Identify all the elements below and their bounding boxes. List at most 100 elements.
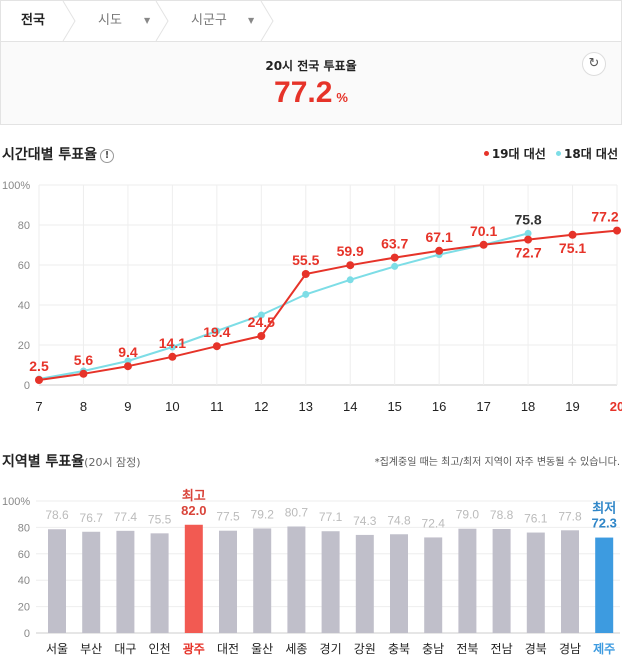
info-icon[interactable]: ! (100, 149, 115, 163)
bar-경북 (526, 532, 545, 633)
region-section-title: 지역별 투표율(20시 잠정) (2, 451, 141, 471)
bar-세종 (287, 526, 306, 633)
bar-value-label: 77.5 (216, 510, 240, 524)
bar-value-label: 76.7 (80, 511, 104, 525)
bar-value-label: 82.0 (181, 503, 206, 518)
x-tick-label: 18 (521, 399, 535, 414)
x-tick-label: 17 (476, 399, 490, 414)
bar-value-label: 74.8 (387, 513, 411, 527)
legend-dot-18 (556, 151, 561, 156)
bar-value-label: 72.3 (592, 516, 617, 531)
bar-강원 (355, 534, 374, 633)
y-tick-label: 20 (18, 340, 30, 352)
bar-대구 (116, 530, 135, 633)
data-point (257, 332, 266, 340)
x-tick-label: 충남 (422, 642, 444, 656)
data-point (213, 327, 221, 335)
bar-제주 (595, 537, 614, 633)
x-tick-label: 서울 (46, 642, 68, 656)
x-tick-label: 충북 (388, 642, 410, 656)
y-tick-label: 0 (24, 628, 30, 640)
data-label: 59.9 (337, 243, 364, 259)
data-label: 67.1 (426, 229, 453, 245)
data-label: 14.1 (159, 335, 186, 351)
bar-value-label: 72.4 (422, 516, 446, 530)
legend-19: 19대 대선 (491, 147, 546, 161)
y-tick-label: 100% (2, 180, 30, 192)
time-title-text: 시간대별 투표율 (2, 147, 98, 163)
tab-district-label: 시군구 (191, 13, 227, 28)
data-point (346, 276, 354, 284)
bar-value-label: 74.3 (353, 514, 377, 528)
bar-광주 (184, 524, 203, 633)
data-point (613, 226, 621, 235)
bar-부산 (82, 531, 101, 633)
y-tick-label: 40 (18, 300, 30, 312)
data-point (168, 352, 177, 361)
data-point (302, 290, 310, 298)
region-turnout-chart: 0 20 40 60 80 100% 78.6 서울 76.7 부산 77.4 대구 75.5 인천 82.… (2, 488, 620, 656)
x-tick-label: 13 (299, 399, 313, 414)
hourly-turnout-chart: 0 20 40 60 80 100% 7 8 9 10 11 12 13 14 15 16 17 18 19 20 2.… (2, 180, 622, 414)
y-tick-label: 100% (2, 496, 30, 508)
tab-province[interactable]: 시도 ▼ (98, 1, 150, 41)
x-tick-label: 9 (124, 399, 131, 414)
region-subtitle: (20시 잠정) (84, 456, 141, 469)
x-tick-label: 강원 (354, 642, 376, 656)
y-tick-label: 60 (18, 260, 30, 272)
tab-nationwide[interactable]: 전국 (21, 13, 45, 28)
x-tick-label: 전북 (456, 642, 478, 656)
legend-dot-19 (483, 151, 489, 156)
time-section-title: 시간대별 투표율! (2, 144, 115, 164)
x-tick-label: 7 (35, 399, 42, 414)
caret-down-icon: ▼ (144, 16, 151, 25)
y-tick-label: 20 (18, 602, 30, 614)
bar-울산 (253, 528, 272, 633)
bar-value-label: 76.1 (524, 512, 548, 526)
data-point (79, 369, 88, 378)
region-note: *집계중일 때는 최고/최저 지역이 자주 변동될 수 있습니다. (374, 457, 620, 468)
legend: 19대 대선 18대 대선 (478, 145, 618, 162)
x-tick-label: 제주 (593, 642, 615, 656)
bar-value-label: 77.1 (319, 510, 343, 524)
y-tick-label: 60 (18, 549, 30, 561)
y-tick-label: 80 (18, 220, 30, 232)
data-point (390, 253, 399, 262)
data-point (568, 230, 577, 239)
data-point (524, 229, 532, 237)
series-line-0 (38, 229, 618, 381)
legend-18: 18대 대선 (564, 147, 618, 161)
data-label: 5.6 (74, 352, 94, 368)
y-tick-label: 0 (24, 380, 30, 392)
bar-서울 (48, 529, 66, 633)
data-label: 77.2 (591, 209, 618, 225)
data-point (257, 311, 265, 319)
data-point (435, 246, 444, 255)
bar-value-label: 77.8 (558, 509, 582, 523)
data-label: 70.1 (470, 223, 497, 239)
bar-경기 (321, 531, 340, 633)
data-point (168, 343, 176, 351)
data-label: 72.7 (514, 245, 541, 261)
bar-value-label: 79.2 (251, 507, 275, 521)
data-label-18: 75.8 (514, 211, 541, 227)
summary-value: 77.2% (1, 76, 621, 110)
x-tick-label: 세종 (285, 642, 307, 656)
tab-province-label: 시도 (98, 13, 122, 28)
bar-전북 (458, 528, 477, 633)
x-tick-label: 16 (432, 399, 446, 414)
data-point (479, 240, 488, 249)
bar-대전 (219, 530, 237, 633)
lowest-badge: 최저 (592, 501, 616, 516)
bar-value-label: 78.8 (490, 508, 514, 522)
x-tick-label: 광주 (183, 641, 205, 656)
y-tick-label: 80 (18, 522, 30, 534)
data-point (301, 270, 310, 278)
y-tick-label: 40 (18, 575, 30, 587)
tab-district[interactable]: 시군구 ▼ (191, 1, 254, 41)
refresh-icon: ↻ (588, 56, 600, 71)
data-point (524, 235, 533, 244)
bar-value-label: 79.0 (456, 508, 480, 522)
refresh-button[interactable]: ↻ (582, 52, 606, 76)
x-tick-label: 12 (254, 399, 268, 414)
